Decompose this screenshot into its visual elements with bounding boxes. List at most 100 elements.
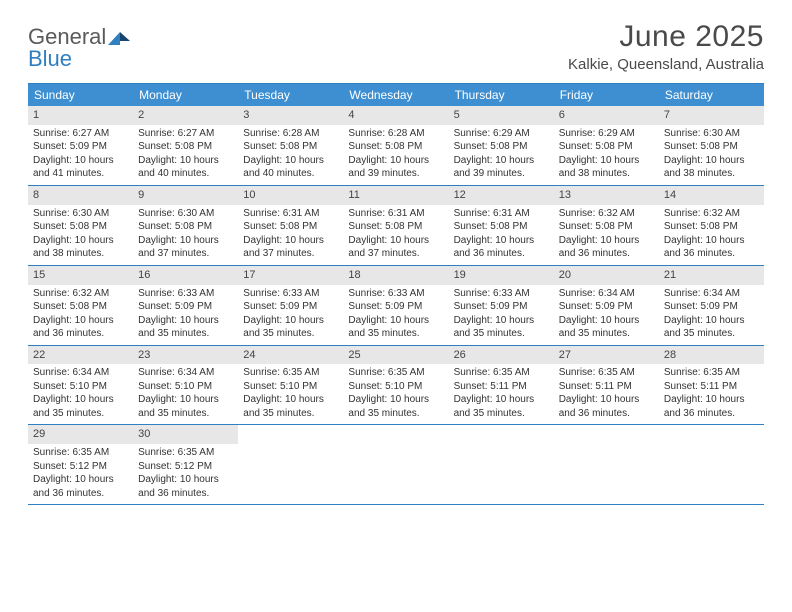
sunrise-line: Sunrise: 6:35 AM [243,366,338,380]
day-number: 25 [343,346,448,365]
day-details: Sunrise: 6:33 AMSunset: 5:09 PMDaylight:… [133,285,238,345]
calendar-cell: 14Sunrise: 6:32 AMSunset: 5:08 PMDayligh… [659,186,764,265]
weekday-header-sunday: Sunday [28,84,133,106]
day-details: Sunrise: 6:33 AMSunset: 5:09 PMDaylight:… [238,285,343,345]
day-number: 11 [343,186,448,205]
day-number: 19 [449,266,554,285]
month-title: June 2025 [568,20,764,54]
calendar-cell: 12Sunrise: 6:31 AMSunset: 5:08 PMDayligh… [449,186,554,265]
sunrise-line: Sunrise: 6:33 AM [454,287,549,301]
daylight-line: Daylight: 10 hours and 40 minutes. [138,154,233,181]
calendar-cell: 11Sunrise: 6:31 AMSunset: 5:08 PMDayligh… [343,186,448,265]
day-number: 26 [449,346,554,365]
sunrise-line: Sunrise: 6:30 AM [664,127,759,141]
day-details: Sunrise: 6:31 AMSunset: 5:08 PMDaylight:… [449,205,554,265]
day-details: Sunrise: 6:35 AMSunset: 5:10 PMDaylight:… [343,364,448,424]
sunset-line: Sunset: 5:08 PM [454,140,549,154]
sunrise-line: Sunrise: 6:28 AM [243,127,338,141]
day-details: Sunrise: 6:32 AMSunset: 5:08 PMDaylight:… [554,205,659,265]
daylight-line: Daylight: 10 hours and 35 minutes. [348,314,443,341]
day-number: 9 [133,186,238,205]
sunset-line: Sunset: 5:08 PM [559,140,654,154]
sunrise-line: Sunrise: 6:27 AM [138,127,233,141]
calendar-cell: 18Sunrise: 6:33 AMSunset: 5:09 PMDayligh… [343,266,448,345]
day-number: 8 [28,186,133,205]
daylight-line: Daylight: 10 hours and 35 minutes. [138,393,233,420]
daylight-line: Daylight: 10 hours and 35 minutes. [454,393,549,420]
day-number: 14 [659,186,764,205]
day-number: 12 [449,186,554,205]
title-block: June 2025 Kalkie, Queensland, Australia [568,20,764,73]
daylight-line: Daylight: 10 hours and 37 minutes. [243,234,338,261]
daylight-line: Daylight: 10 hours and 35 minutes. [33,393,128,420]
location-label: Kalkie, Queensland, Australia [568,56,764,73]
sunset-line: Sunset: 5:11 PM [559,380,654,394]
sunrise-line: Sunrise: 6:33 AM [138,287,233,301]
day-details: Sunrise: 6:35 AMSunset: 5:11 PMDaylight:… [449,364,554,424]
calendar-page: GeneralBlue June 2025 Kalkie, Queensland… [0,0,792,525]
calendar-cell: 26Sunrise: 6:35 AMSunset: 5:11 PMDayligh… [449,346,554,425]
daylight-line: Daylight: 10 hours and 37 minutes. [138,234,233,261]
calendar-cell: 25Sunrise: 6:35 AMSunset: 5:10 PMDayligh… [343,346,448,425]
day-number: 30 [133,425,238,444]
calendar-cell-blank [659,425,764,504]
sunrise-line: Sunrise: 6:32 AM [559,207,654,221]
calendar-cell: 6Sunrise: 6:29 AMSunset: 5:08 PMDaylight… [554,106,659,185]
sunset-line: Sunset: 5:08 PM [243,140,338,154]
day-number: 27 [554,346,659,365]
day-details: Sunrise: 6:27 AMSunset: 5:09 PMDaylight:… [28,125,133,185]
day-number: 5 [449,106,554,125]
sunset-line: Sunset: 5:09 PM [138,300,233,314]
day-number: 4 [343,106,448,125]
day-details: Sunrise: 6:35 AMSunset: 5:12 PMDaylight:… [133,444,238,504]
calendar-cell: 28Sunrise: 6:35 AMSunset: 5:11 PMDayligh… [659,346,764,425]
sunset-line: Sunset: 5:12 PM [33,460,128,474]
sunset-line: Sunset: 5:08 PM [664,220,759,234]
day-number: 22 [28,346,133,365]
calendar-cell-blank [238,425,343,504]
day-details: Sunrise: 6:28 AMSunset: 5:08 PMDaylight:… [343,125,448,185]
sunset-line: Sunset: 5:09 PM [33,140,128,154]
calendar-cell: 16Sunrise: 6:33 AMSunset: 5:09 PMDayligh… [133,266,238,345]
sunrise-line: Sunrise: 6:31 AM [243,207,338,221]
day-details: Sunrise: 6:30 AMSunset: 5:08 PMDaylight:… [659,125,764,185]
page-header: GeneralBlue June 2025 Kalkie, Queensland… [28,20,764,73]
sunrise-line: Sunrise: 6:34 AM [559,287,654,301]
daylight-line: Daylight: 10 hours and 37 minutes. [348,234,443,261]
day-number: 2 [133,106,238,125]
sunrise-line: Sunrise: 6:35 AM [138,446,233,460]
sunset-line: Sunset: 5:09 PM [243,300,338,314]
daylight-line: Daylight: 10 hours and 38 minutes. [559,154,654,181]
day-number: 10 [238,186,343,205]
calendar-cell: 15Sunrise: 6:32 AMSunset: 5:08 PMDayligh… [28,266,133,345]
day-details: Sunrise: 6:34 AMSunset: 5:10 PMDaylight:… [28,364,133,424]
sunrise-line: Sunrise: 6:29 AM [559,127,654,141]
sunset-line: Sunset: 5:11 PM [664,380,759,394]
day-details: Sunrise: 6:27 AMSunset: 5:08 PMDaylight:… [133,125,238,185]
weeks-container: 1Sunrise: 6:27 AMSunset: 5:09 PMDaylight… [28,106,764,505]
sunrise-line: Sunrise: 6:27 AM [33,127,128,141]
calendar-cell: 8Sunrise: 6:30 AMSunset: 5:08 PMDaylight… [28,186,133,265]
brand-word-2: Blue [28,48,130,70]
calendar-cell: 24Sunrise: 6:35 AMSunset: 5:10 PMDayligh… [238,346,343,425]
daylight-line: Daylight: 10 hours and 38 minutes. [33,234,128,261]
day-details: Sunrise: 6:32 AMSunset: 5:08 PMDaylight:… [28,285,133,345]
daylight-line: Daylight: 10 hours and 36 minutes. [33,473,128,500]
calendar-cell: 22Sunrise: 6:34 AMSunset: 5:10 PMDayligh… [28,346,133,425]
calendar-cell: 23Sunrise: 6:34 AMSunset: 5:10 PMDayligh… [133,346,238,425]
sunrise-line: Sunrise: 6:35 AM [33,446,128,460]
sunrise-line: Sunrise: 6:34 AM [664,287,759,301]
day-number: 23 [133,346,238,365]
sunrise-line: Sunrise: 6:29 AM [454,127,549,141]
weekday-header-friday: Friday [554,84,659,106]
sunrise-line: Sunrise: 6:34 AM [138,366,233,380]
weekday-header-row: SundayMondayTuesdayWednesdayThursdayFrid… [28,84,764,106]
calendar-cell: 2Sunrise: 6:27 AMSunset: 5:08 PMDaylight… [133,106,238,185]
sunrise-line: Sunrise: 6:35 AM [559,366,654,380]
sunrise-line: Sunrise: 6:30 AM [138,207,233,221]
day-number: 17 [238,266,343,285]
daylight-line: Daylight: 10 hours and 36 minutes. [664,393,759,420]
sunrise-line: Sunrise: 6:33 AM [243,287,338,301]
weekday-header-thursday: Thursday [449,84,554,106]
sunset-line: Sunset: 5:08 PM [454,220,549,234]
